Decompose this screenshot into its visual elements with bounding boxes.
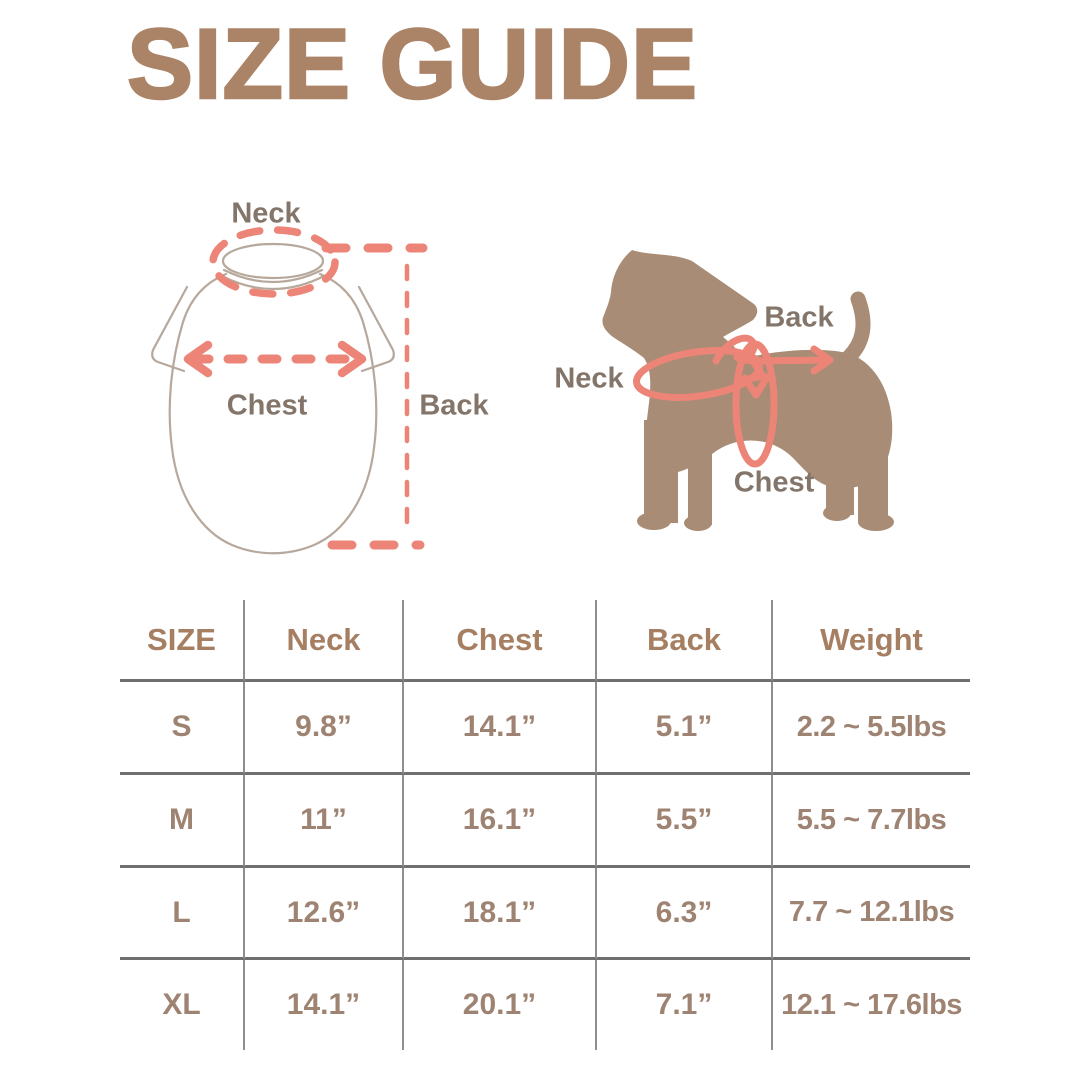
back-cell-xl: 7.1” bbox=[597, 960, 773, 1050]
size-cell-l: L bbox=[120, 868, 245, 960]
garment-collar-band bbox=[222, 268, 324, 284]
dog-chest-measure-loop bbox=[732, 340, 778, 468]
dog-back-label: Back bbox=[764, 301, 834, 334]
dog-front-leg-far bbox=[688, 430, 712, 525]
weight-cell-l: 7.7 ~ 12.1lbs bbox=[773, 868, 970, 960]
garment-left-sleeve bbox=[151, 285, 189, 373]
neck-cell-m: 11” bbox=[245, 775, 404, 868]
size-table-header-chest: Chest bbox=[404, 600, 597, 682]
dog-front-paw-near bbox=[637, 512, 671, 530]
back-cell-s: 5.1” bbox=[597, 682, 773, 775]
neck-cell-xl: 14.1” bbox=[245, 960, 404, 1050]
size-table-header-size: SIZE bbox=[120, 600, 245, 682]
chest-measure-arrow-right bbox=[337, 340, 367, 378]
dog-chest-label: Chest bbox=[733, 466, 815, 499]
garment-neck-label: Neck bbox=[231, 197, 301, 230]
weight-cell-xl: 12.1 ~ 17.6lbs bbox=[781, 988, 962, 1021]
chest-cell-m: 16.1” bbox=[404, 775, 597, 868]
garment-chest-label: Chest bbox=[226, 389, 308, 422]
back-cell-l: 6.3” bbox=[597, 868, 773, 960]
size-cell-s: S bbox=[120, 682, 245, 775]
dog-back-measure-arrow bbox=[810, 345, 834, 375]
size-table-header-back: Back bbox=[597, 600, 773, 682]
back-cell-m: 5.5” bbox=[597, 775, 773, 868]
size-table-header-weight: Weight bbox=[773, 600, 970, 682]
chest-cell-l: 18.1” bbox=[404, 868, 597, 960]
garment-back-label: Back bbox=[419, 389, 489, 422]
chest-cell-xl: 20.1” bbox=[404, 960, 597, 1050]
dog-front-leg-near bbox=[644, 420, 678, 523]
size-table-header-neck: Neck bbox=[245, 600, 404, 682]
garment-body-outline bbox=[168, 272, 378, 555]
garment-right-sleeve bbox=[357, 285, 395, 373]
garment-collar-band-2 bbox=[220, 274, 326, 290]
dog-rear-leg-near bbox=[858, 440, 888, 523]
dog-neck-label: Neck bbox=[554, 362, 624, 395]
size-cell-xl: XL bbox=[120, 960, 245, 1050]
neck-cell-s: 9.8” bbox=[245, 682, 404, 775]
garment-collar bbox=[221, 242, 325, 280]
neck-measure-dashed-ellipse bbox=[209, 226, 339, 298]
neck-cell-l: 12.6” bbox=[245, 868, 404, 960]
chest-cell-s: 14.1” bbox=[404, 682, 597, 775]
dog-rear-leg-far bbox=[826, 440, 854, 515]
size-table: SIZE Neck Chest Back Weight S 9.8” 14.1”… bbox=[120, 600, 970, 1050]
dog-front-paw-far bbox=[684, 515, 712, 531]
page-title: SIZE GUIDE bbox=[126, 8, 699, 119]
dog-icon bbox=[602, 250, 894, 531]
dog-rear-paw-near bbox=[858, 513, 894, 531]
weight-cell-m: 5.5 ~ 7.7lbs bbox=[773, 775, 970, 868]
chest-measure-arrow-left bbox=[183, 340, 213, 378]
weight-cell-s: 2.2 ~ 5.5lbs bbox=[773, 682, 970, 775]
dog-rear-paw-far bbox=[823, 505, 851, 521]
dog-chest-measure-arrow bbox=[741, 373, 771, 399]
dog-tail bbox=[841, 291, 871, 365]
size-cell-m: M bbox=[120, 775, 245, 868]
garment-outline-icon bbox=[151, 226, 428, 555]
